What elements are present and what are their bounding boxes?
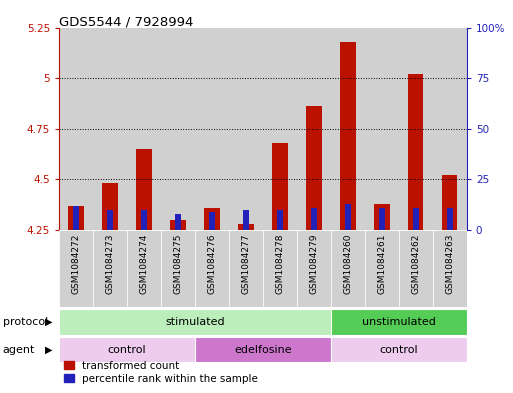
Bar	[161, 230, 195, 307]
Bar	[136, 149, 152, 230]
Bar	[209, 212, 215, 230]
Bar	[306, 107, 322, 230]
Bar	[340, 42, 356, 230]
Text: GSM1084273: GSM1084273	[106, 234, 114, 294]
Legend: transformed count, percentile rank within the sample: transformed count, percentile rank withi…	[64, 361, 258, 384]
Text: GSM1084276: GSM1084276	[207, 234, 216, 294]
Bar	[195, 230, 229, 307]
Bar	[141, 210, 147, 230]
Bar	[413, 208, 419, 230]
Bar	[204, 208, 220, 230]
Bar	[365, 28, 399, 230]
Bar	[263, 28, 297, 230]
Text: unstimulated: unstimulated	[362, 317, 436, 327]
Text: control: control	[380, 345, 418, 354]
Bar	[379, 208, 385, 230]
Text: GSM1084278: GSM1084278	[275, 234, 284, 294]
Bar	[331, 230, 365, 307]
Bar	[399, 28, 433, 230]
Bar	[365, 230, 399, 307]
Bar	[68, 206, 84, 230]
Bar	[93, 230, 127, 307]
Bar	[311, 208, 317, 230]
Text: stimulated: stimulated	[165, 317, 225, 327]
Bar	[170, 220, 186, 230]
Text: GSM1084279: GSM1084279	[309, 234, 319, 294]
Bar	[73, 206, 79, 230]
Bar	[297, 28, 331, 230]
Text: protocol: protocol	[3, 317, 48, 327]
Bar	[331, 337, 467, 362]
Bar	[433, 28, 467, 230]
Bar	[433, 230, 467, 307]
Bar	[175, 214, 181, 230]
Bar	[195, 28, 229, 230]
Bar	[331, 309, 467, 335]
Bar	[263, 230, 297, 307]
Text: GSM1084262: GSM1084262	[411, 234, 420, 294]
Text: GSM1084277: GSM1084277	[242, 234, 250, 294]
Bar	[59, 337, 195, 362]
Text: GSM1084274: GSM1084274	[140, 234, 148, 294]
Bar	[161, 28, 195, 230]
Bar	[331, 28, 365, 230]
Bar	[297, 230, 331, 307]
Bar	[345, 204, 351, 230]
Text: ▶: ▶	[45, 317, 52, 327]
Text: GDS5544 / 7928994: GDS5544 / 7928994	[59, 16, 193, 29]
Bar	[408, 74, 424, 230]
Bar	[127, 28, 161, 230]
Bar	[102, 184, 117, 230]
Bar	[59, 230, 93, 307]
Bar	[399, 230, 433, 307]
Text: agent: agent	[3, 345, 35, 355]
Text: control: control	[108, 345, 146, 354]
Bar	[195, 337, 331, 362]
Text: GSM1084272: GSM1084272	[71, 234, 81, 294]
Bar	[272, 143, 288, 230]
Bar	[374, 204, 389, 230]
Bar	[229, 28, 263, 230]
Bar	[229, 230, 263, 307]
Bar	[243, 210, 249, 230]
Bar	[442, 175, 458, 230]
Bar	[107, 210, 113, 230]
Bar	[277, 210, 283, 230]
Text: GSM1084275: GSM1084275	[173, 234, 183, 294]
Text: GSM1084261: GSM1084261	[378, 234, 386, 294]
Bar	[93, 28, 127, 230]
Text: edelfosine: edelfosine	[234, 345, 292, 354]
Text: GSM1084260: GSM1084260	[343, 234, 352, 294]
Bar	[59, 28, 93, 230]
Bar	[59, 309, 331, 335]
Text: ▶: ▶	[45, 345, 52, 355]
Bar	[127, 230, 161, 307]
Text: GSM1084263: GSM1084263	[445, 234, 455, 294]
Bar	[238, 224, 253, 230]
Bar	[447, 208, 453, 230]
